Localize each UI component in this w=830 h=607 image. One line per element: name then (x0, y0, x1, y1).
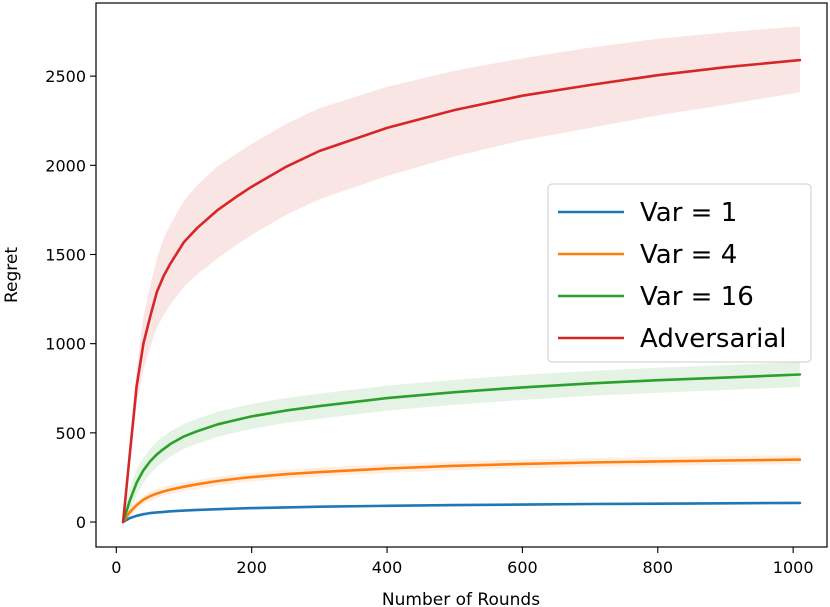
x-axis-ticks: 0 200 400 600 800 1000 (111, 547, 814, 577)
x-tick-label: 0 (111, 558, 121, 577)
x-tick-label: 800 (643, 558, 674, 577)
band-var-16 (123, 362, 800, 522)
series-line-var-16 (121, 373, 802, 524)
x-tick-label: 200 (236, 558, 267, 577)
legend-label-var-4: Var = 4 (640, 240, 737, 270)
legend: Var = 1 Var = 4 Var = 16 Adversarial (547, 183, 812, 363)
y-tick-label: 2500 (45, 67, 86, 86)
y-axis-ticks: 0 500 1000 1500 2000 2500 (45, 67, 96, 532)
y-tick-label: 2000 (45, 156, 86, 175)
plot-frame (95, 2, 828, 548)
x-tick-label: 400 (372, 558, 403, 577)
series-line-var-4 (121, 458, 802, 524)
series-line-var-1 (121, 501, 802, 524)
y-axis-label: Regret (2, 247, 22, 303)
y-tick-label: 1500 (45, 245, 86, 264)
legend-label-var-16: Var = 16 (640, 282, 754, 312)
x-axis-label: Number of Rounds (382, 590, 540, 607)
y-tick-label: 500 (55, 424, 86, 443)
y-tick-label: 0 (76, 513, 86, 532)
x-tick-label: 600 (507, 558, 538, 577)
legend-label-adversarial: Adversarial (640, 324, 786, 354)
x-tick-label: 1000 (773, 558, 814, 577)
band-var-4 (123, 455, 800, 522)
series-line-adversarial (121, 58, 802, 524)
legend-box (547, 183, 812, 363)
legend-label-var-1: Var = 1 (640, 198, 737, 228)
y-tick-label: 1000 (45, 335, 86, 354)
band-adversarial (123, 26, 800, 522)
series-lines (121, 58, 802, 524)
